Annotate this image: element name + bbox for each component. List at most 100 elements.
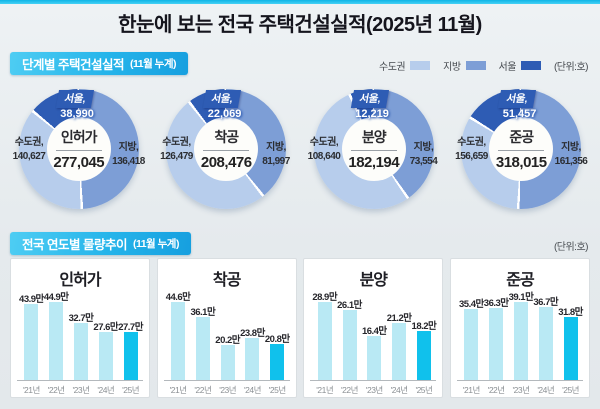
donut-center: 분양 182,194 bbox=[341, 117, 406, 181]
bar-chart-permits: 인허가 43.9만 '21년 44.9만 '22년 32.7만 '23년 27.6만 '24년… bbox=[10, 258, 150, 398]
bar-value-label: 35.4만 bbox=[459, 299, 484, 311]
page-title: 한눈에 보는 전국 주택건설실적(2025년 11월) bbox=[118, 14, 482, 36]
legend-label-jibang: 지방 bbox=[443, 62, 461, 73]
bar-plot-area: 28.9만 '21년 26.1만 '22년 16.4만 '23년 21.2만 '24년 18.2… bbox=[304, 259, 442, 397]
section2-title: 전국 연도별 물량추이 bbox=[22, 238, 127, 252]
bar-value-label: 18.2만 bbox=[411, 320, 437, 332]
section2-header-badge: 전국 연도별 물량추이 (11월 누계) bbox=[10, 232, 191, 255]
bar-value-label: 27.6만 bbox=[93, 322, 119, 334]
bar-x-label: '22년 bbox=[47, 385, 65, 395]
bar bbox=[367, 335, 382, 380]
seoul-tag: 서울, bbox=[203, 90, 242, 108]
legend-label-sudogwon: 수도권 bbox=[379, 62, 406, 73]
bar bbox=[98, 332, 113, 380]
donut-title: 분양 bbox=[361, 129, 387, 145]
donut-divider bbox=[498, 150, 545, 151]
x-axis-line bbox=[17, 380, 143, 381]
section1-title: 단계별 주택건설실적 bbox=[22, 58, 124, 72]
bar-x-label: '25년 bbox=[415, 385, 433, 395]
legend-swatch-seoul bbox=[520, 61, 541, 70]
bar-chart-sales: 분양 28.9만 '21년 26.1만 '22년 16.4만 '23년 21.2만 '24년 1… bbox=[303, 258, 444, 398]
donut-ring: 인허가 277,045 bbox=[18, 89, 139, 209]
donut-ring: 착공 208,476 bbox=[166, 89, 287, 209]
bar-chart-starts: 착공 44.6만 '21년 36.1만 '22년 20.2만 '23년 23.8만 '24년 2… bbox=[156, 258, 297, 398]
bar-value-label: 43.9만 bbox=[19, 293, 44, 305]
jibang-label: 지방, 81,997 bbox=[262, 142, 290, 167]
bar bbox=[270, 343, 285, 380]
section2-unit-label: (단위:호) bbox=[553, 242, 589, 253]
donut-total-value: 208,476 bbox=[200, 154, 252, 171]
bar-x-label: '25년 bbox=[122, 385, 140, 395]
bar bbox=[489, 307, 504, 380]
bar-x-label: '25년 bbox=[268, 385, 286, 395]
x-axis-line bbox=[310, 380, 437, 381]
bar-x-label: '23년 bbox=[219, 385, 237, 395]
bar-x-label: '24년 bbox=[244, 385, 261, 395]
bar-value-label: 20.8만 bbox=[264, 333, 290, 345]
donut-ring: 준공 318,015 bbox=[461, 89, 582, 209]
legend-swatch-sudogwon bbox=[410, 61, 431, 70]
donut-center: 착공 208,476 bbox=[194, 117, 259, 181]
sudogwon-label: 수도권, 108,640 bbox=[307, 137, 341, 162]
bar-value-label: 31.8만 bbox=[558, 306, 583, 318]
bar-value-label: 23.8만 bbox=[240, 328, 265, 340]
seoul-tag: 서울, bbox=[498, 90, 537, 108]
bar-value-label: 44.9만 bbox=[43, 292, 69, 303]
x-axis-line bbox=[456, 380, 583, 381]
donut-total-value: 182,194 bbox=[348, 154, 400, 171]
bar-x-label: '21년 bbox=[316, 385, 334, 395]
bar-x-label: '24년 bbox=[537, 385, 555, 395]
donut-chart-completions: 준공 318,015 서울, 51,457 수도권, 156,659 지방, 1… bbox=[448, 84, 596, 229]
bar bbox=[317, 302, 332, 380]
bar-plot-area: 35.4만 '21년 36.3만 '22년 39.1만 '23년 36.7만 '24년 31.8… bbox=[451, 259, 589, 397]
bar-value-label: 26.1만 bbox=[337, 299, 362, 311]
seoul-value: 51,457 bbox=[502, 108, 537, 120]
bar bbox=[220, 344, 235, 380]
donut-title: 인허가 bbox=[60, 129, 98, 145]
sudogwon-label: 수도권, 140,627 bbox=[12, 137, 46, 162]
legend-label-seoul: 서울 bbox=[498, 62, 517, 73]
bar-chart-title: 인허가 bbox=[59, 272, 101, 289]
bar-value-label: 32.7만 bbox=[68, 313, 94, 325]
bar bbox=[171, 302, 186, 380]
legend-item-seoul: 서울 bbox=[499, 58, 541, 73]
bar-x-label: '21년 bbox=[169, 385, 187, 395]
bar bbox=[563, 316, 578, 380]
seoul-value: 38,990 bbox=[60, 108, 94, 120]
bar bbox=[195, 316, 210, 380]
bar-x-label: '24년 bbox=[390, 385, 408, 395]
donut-chart-sales: 분양 182,194 서울, 12,219 수도권, 108,640 지방, 7… bbox=[300, 84, 448, 229]
bar bbox=[538, 306, 553, 380]
bar bbox=[24, 303, 39, 380]
legend-item-jibang: 지방 bbox=[443, 58, 486, 73]
accent-top-strip bbox=[0, 0, 600, 4]
donut-center: 인허가 277,045 bbox=[46, 117, 111, 181]
bar bbox=[342, 309, 357, 380]
bar bbox=[464, 309, 479, 380]
bar bbox=[392, 322, 407, 380]
bar-value-label: 36.1만 bbox=[190, 306, 216, 318]
legend-item-sudogwon: 수도권 bbox=[379, 58, 431, 73]
donut-total-value: 277,045 bbox=[53, 154, 105, 171]
bar bbox=[513, 302, 528, 380]
bar-chart-title: 준공 bbox=[506, 272, 534, 289]
bar-chart-completions: 준공 35.4만 '21년 36.3만 '22년 39.1만 '23년 36.7만 '24년 3… bbox=[449, 258, 590, 398]
bar-plot-area: 43.9만 '21년 44.9만 '22년 32.7만 '23년 27.6만 '24년 27.7… bbox=[11, 259, 149, 397]
donut-chart-starts: 착공 208,476 서울, 22,069 수도권, 126,479 지방, 8… bbox=[153, 84, 301, 229]
legend-swatch-jibang bbox=[465, 61, 486, 70]
bar-value-label: 36.3만 bbox=[483, 297, 509, 309]
seoul-value: 12,219 bbox=[355, 108, 389, 120]
jibang-label: 지방, 136,418 bbox=[112, 142, 145, 167]
section1-subtitle: (11월 누계) bbox=[129, 58, 177, 70]
donut-title: 준공 bbox=[509, 129, 534, 145]
bar-x-label: '21년 bbox=[22, 385, 40, 395]
seoul-tag: 서울, bbox=[55, 90, 94, 108]
donut-ring: 분양 182,194 bbox=[313, 89, 434, 209]
bar-chart-title: 분양 bbox=[359, 272, 388, 289]
x-axis-line bbox=[163, 380, 290, 381]
bar-value-label: 21.2만 bbox=[386, 312, 412, 324]
donut-divider bbox=[55, 150, 102, 151]
donut-chart-permits: 인허가 277,045 서울, 38,990 수도권, 140,627 지방, … bbox=[5, 84, 153, 229]
bar-x-label: '23년 bbox=[365, 385, 383, 395]
donut-divider bbox=[350, 150, 397, 151]
